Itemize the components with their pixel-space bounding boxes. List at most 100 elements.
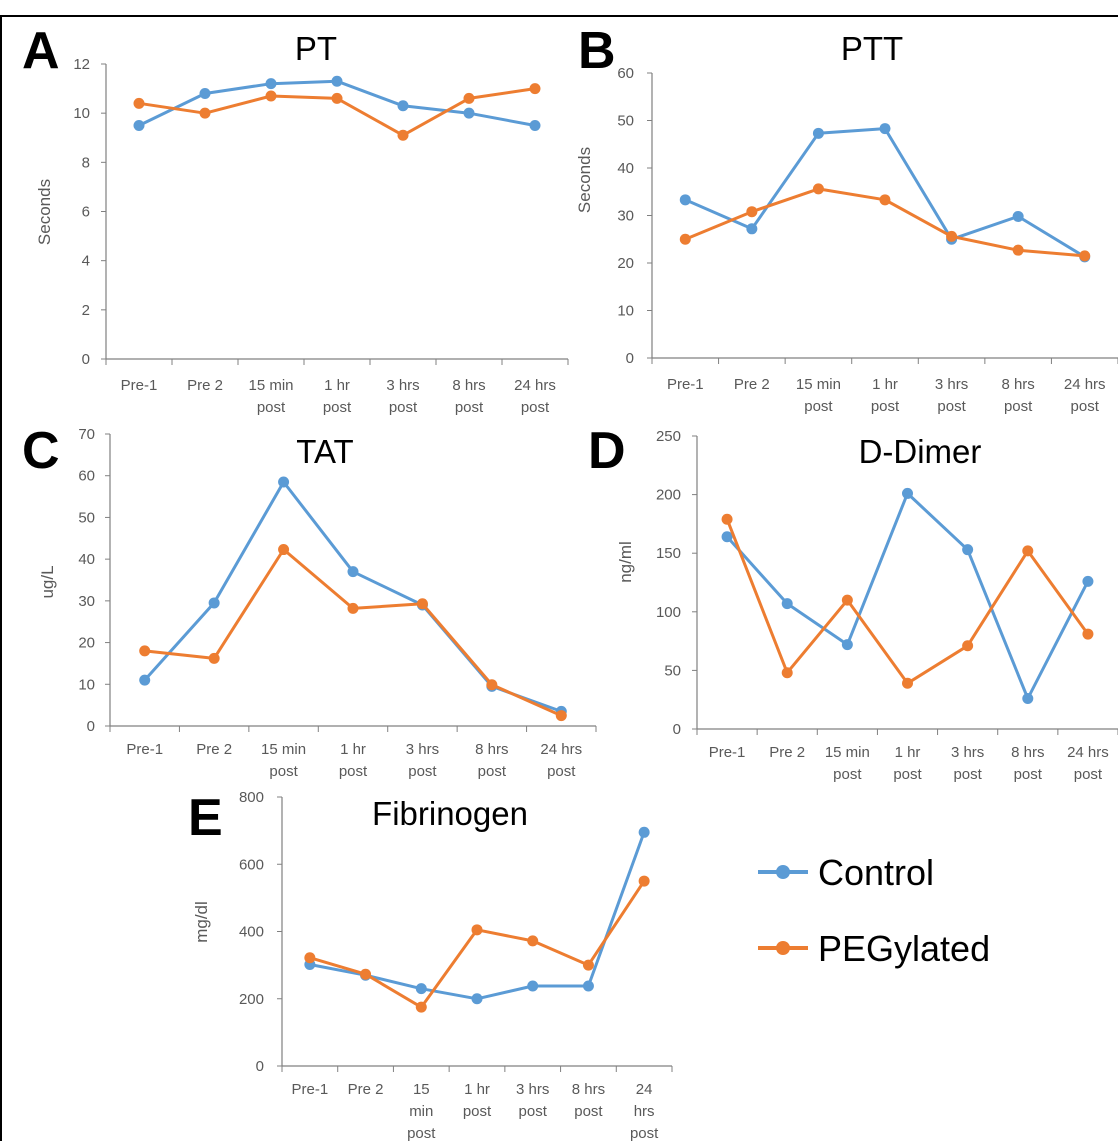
y-tick-label: 12	[73, 56, 90, 73]
x-tick-label-line: 15 min	[825, 744, 870, 761]
x-tick-label-line: 24 hrs	[540, 741, 582, 758]
data-point-control	[133, 119, 145, 131]
y-axis-label: Seconds	[575, 147, 594, 213]
x-tick-label-line: Pre-1	[121, 377, 158, 394]
x-tick-label: 15 min post	[248, 377, 293, 416]
y-tick-label: 10	[78, 676, 95, 693]
data-point-pegylated	[638, 875, 650, 887]
data-point-pegylated	[199, 107, 211, 119]
x-tick-label-line: Pre 2	[769, 744, 805, 761]
legend-swatch-marker-pegylated	[776, 941, 790, 955]
x-tick-label-line: 8 hrs	[1001, 376, 1034, 393]
x-tick-label: 3 hrs post	[406, 741, 439, 780]
data-point-pegylated	[416, 598, 428, 610]
x-tick-label: 24 hrs post	[630, 1081, 659, 1141]
x-tick-label: Pre-1	[292, 1081, 329, 1098]
data-point-pegylated	[946, 230, 958, 242]
chart-B: 0 10 20 30 40 50 60 Pre-1 Pre 2 15 min post 1 hr pos…	[575, 22, 1118, 415]
y-tick-label: 60	[617, 65, 634, 82]
data-point-pegylated	[1012, 244, 1024, 256]
x-tick-label-line: 15	[413, 1081, 430, 1098]
y-tick-label: 2	[82, 302, 90, 319]
data-point-control	[471, 993, 483, 1005]
series-line-pegylated	[725, 518, 1090, 685]
x-tick-label-line: post	[574, 1103, 603, 1120]
y-tick-label: 50	[78, 509, 95, 526]
data-point-pegylated	[527, 935, 539, 947]
y-tick-label: 4	[82, 253, 90, 270]
x-tick-label-line: post	[833, 766, 862, 783]
y-tick-label: 8	[82, 154, 90, 171]
x-tick-label: 8 hrs post	[452, 377, 485, 416]
x-tick-label-line: post	[1014, 766, 1043, 783]
x-tick-label: Pre 2	[196, 741, 232, 758]
x-tick-label: Pre 2	[769, 744, 805, 761]
chart-title: D-Dimer	[859, 433, 982, 470]
y-tick-label: 150	[656, 545, 681, 562]
legend-label-pegylated: PEGylated	[818, 928, 990, 969]
y-tick-label: 50	[617, 113, 634, 130]
x-tick-label-line: 1 hr	[340, 741, 366, 758]
data-point-control	[746, 223, 758, 235]
data-point-pegylated	[463, 92, 475, 104]
x-tick-label-line: post	[257, 399, 286, 416]
data-point-pegylated	[471, 924, 483, 936]
x-tick-label-line: Pre-1	[126, 741, 163, 758]
x-tick-label: 3 hrs post	[935, 376, 968, 415]
x-tick-label-line: min	[409, 1103, 433, 1120]
y-tick-label: 20	[617, 255, 634, 272]
x-tick-label-line: post	[408, 763, 437, 780]
y-tick-label: 50	[664, 662, 681, 679]
x-tick-label-line: 8 hrs	[452, 377, 485, 394]
x-tick-label: 3 hrs post	[516, 1081, 549, 1120]
x-tick-label-line: post	[389, 399, 418, 416]
x-tick-label-line: 3 hrs	[406, 741, 439, 758]
panel-letter: E	[188, 789, 223, 847]
x-tick-label-line: Pre 2	[734, 376, 770, 393]
x-tick-label: Pre-1	[121, 377, 158, 394]
x-tick-label-line: post	[893, 766, 922, 783]
data-point-pegylated	[304, 952, 316, 964]
x-tick-label: 3 hrs post	[951, 744, 984, 783]
y-tick-label: 30	[78, 593, 95, 610]
data-point-pegylated	[278, 544, 290, 556]
x-tick-label-line: post	[804, 398, 833, 415]
x-tick-label-line: 24 hrs	[1064, 376, 1106, 393]
legend-label-control: Control	[818, 852, 934, 893]
x-tick-label-line: Pre 2	[196, 741, 232, 758]
x-tick-label: Pre 2	[734, 376, 770, 393]
x-tick-label: Pre-1	[709, 744, 746, 761]
x-tick-label-line: post	[937, 398, 966, 415]
x-tick-label-line: Pre 2	[348, 1081, 384, 1098]
x-tick-label: 1 hr post	[323, 377, 352, 416]
y-tick-label: 6	[82, 204, 90, 221]
data-point-control	[331, 75, 343, 87]
y-tick-label: 70	[78, 426, 95, 443]
x-tick-label-line: Pre-1	[709, 744, 746, 761]
y-tick-label: 10	[617, 303, 634, 320]
x-tick-label-line: 15 min	[248, 377, 293, 394]
data-point-control	[812, 127, 824, 139]
data-point-pegylated	[962, 640, 974, 652]
y-tick-label: 20	[78, 635, 95, 652]
x-tick-label: Pre 2	[187, 377, 223, 394]
data-point-control	[962, 544, 974, 556]
data-point-control	[721, 531, 733, 543]
panel-letter: D	[588, 422, 626, 480]
y-tick-label: 0	[82, 351, 90, 368]
legend: Control PEGylated	[758, 852, 990, 969]
data-point-control	[139, 674, 151, 686]
data-point-control	[208, 597, 220, 609]
y-tick-label: 40	[617, 160, 634, 177]
x-tick-label-line: post	[1074, 766, 1103, 783]
x-tick-label: 15 min post	[407, 1081, 436, 1141]
x-tick-label-line: 24 hrs	[514, 377, 556, 394]
data-point-pegylated	[781, 667, 793, 679]
x-tick-label: 8 hrs post	[1001, 376, 1034, 415]
data-point-pegylated	[582, 959, 594, 971]
data-point-pegylated	[415, 1001, 427, 1013]
data-point-control	[527, 980, 539, 992]
series-line-pegylated	[309, 880, 646, 1009]
